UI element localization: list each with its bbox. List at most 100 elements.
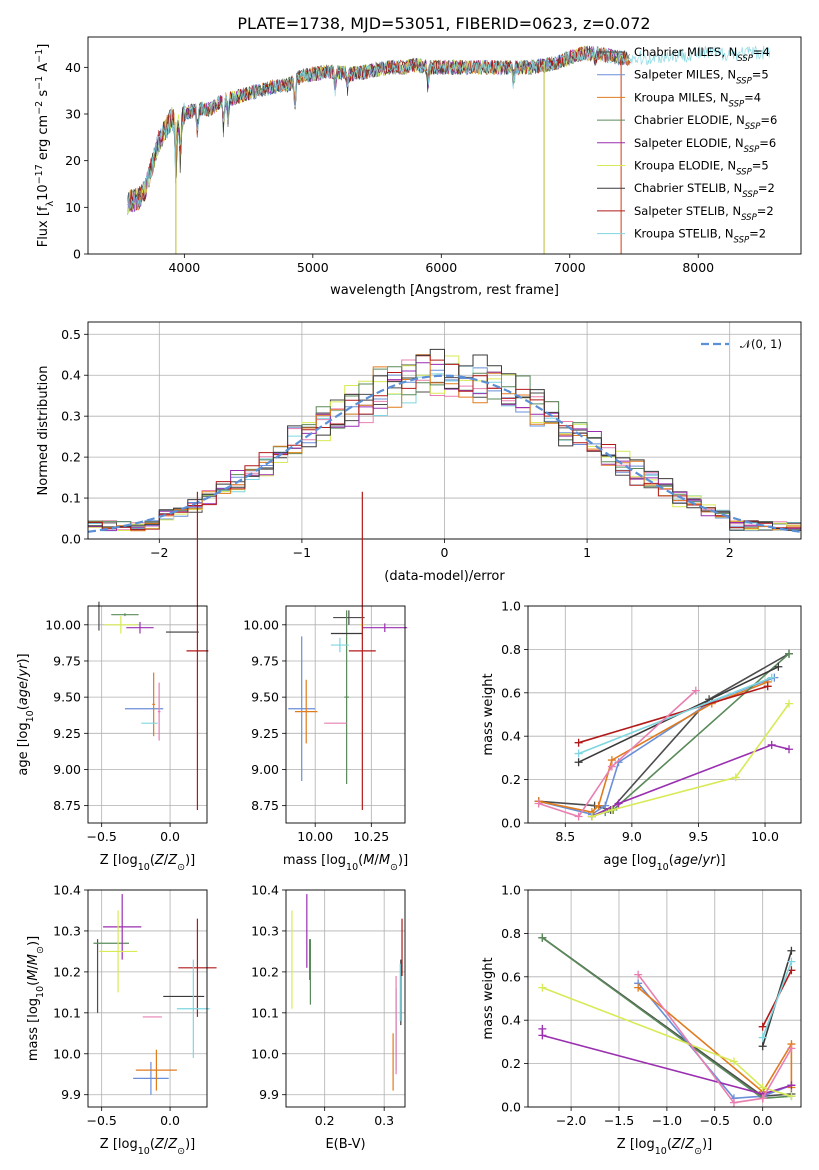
massweight-line [761,961,793,1038]
legend-label: Kroupa ELODIE, NSSP=5 [634,159,769,178]
massweight-marker [574,738,583,747]
legend-label: Salpeter MILES, NSSP=5 [634,68,769,87]
y-tick-label: 30 [65,107,81,122]
axes-frame [87,36,802,255]
y-tick-label: 9.50 [53,690,81,705]
x-tick-label: 6000 [425,260,457,275]
spectrum-series-line [127,45,771,214]
y-tick-label: 10.0 [251,1046,279,1061]
y-tick-label: 1.0 [501,883,521,898]
massweight-line [578,685,768,744]
y-tick-label: 1.0 [501,599,521,614]
massweight-marker [785,649,794,658]
mw-age-xlabel: age [log10(age/yr)] [603,853,725,873]
y-tick-label: 0.6 [501,685,521,700]
mass-Z-xlabel: Z [log10(Z/Z⊙)] [100,1137,195,1157]
y-tick-label: 0 [73,247,81,262]
massweight-marker [574,812,583,821]
y-tick-label: 10.2 [251,964,279,979]
massweight-marker [767,740,776,749]
y-tick-label: 0.4 [501,1013,521,1028]
axes-frame [87,605,208,824]
massweight-marker [729,1057,738,1066]
spectrum-xlabel: wavelength [Angstrom, rest frame] [330,283,559,298]
mw-age-ylabel: mass weight [481,673,496,755]
y-tick-label: 10.00 [243,617,279,632]
y-tick-label: 0.8 [501,926,521,941]
y-tick-label: 9.9 [61,1087,81,1102]
y-tick-label: 0.0 [61,532,81,547]
x-tick-label: 5000 [297,260,329,275]
massweight-marker [634,983,643,992]
massweight-marker [534,799,543,808]
massweight-marker [691,686,700,695]
y-tick-label: 10.0 [53,1046,81,1061]
x-tick-label: 10.0 [751,829,779,844]
y-tick-label: 0.2 [501,1056,521,1071]
y-tick-label: 8.75 [53,798,81,813]
axes-frame [527,889,802,1108]
y-tick-label: 0.8 [501,642,521,657]
massweight-marker [758,1083,767,1092]
massweight-marker [767,673,776,682]
x-tick-label: −1.5 [604,1113,634,1128]
age-Z-ylabel: age [log10(age/yr)] [16,653,36,775]
y-tick-label: 10 [65,200,81,215]
massweight-marker [607,805,616,814]
x-tick-label: 10.25 [353,829,389,844]
massweight-marker [731,773,740,782]
axes-frame [527,605,802,824]
x-tick-label: −0.5 [86,1113,116,1128]
age-mass-xlabel: mass [log10(M/M⊙)] [283,853,408,873]
x-tick-label: 0.0 [160,829,180,844]
massweight-line [591,653,790,818]
y-tick-label: 9.00 [251,762,279,777]
massweight-line [538,690,697,818]
massweight-marker [758,1042,767,1051]
massweight-marker [594,801,603,810]
x-tick-label: 0.2 [315,1113,335,1128]
massweight-marker [758,1094,767,1103]
x-tick-label: 0.0 [753,1113,773,1128]
histogram-step [88,348,801,531]
x-tick-label: 2 [726,545,734,560]
legend-label: Chabrier MILES, NSSP=4 [634,45,770,64]
massweight-line [637,986,793,1094]
y-tick-label: 9.25 [53,726,81,741]
x-tick-label: 0 [441,545,449,560]
massweight-line [591,703,790,818]
massweight-marker [785,699,794,708]
y-tick-label: 0.1 [61,491,81,506]
massweight-marker [729,1098,738,1107]
y-tick-label: 0.2 [501,772,521,787]
massweight-line [578,676,772,755]
age-Z-xlabel: Z [log10(Z/Z⊙)] [100,853,195,873]
x-tick-label: 0.0 [160,1113,180,1128]
axes-frame [87,889,208,1108]
y-tick-label: 10.2 [53,964,81,979]
errorbar-points [288,491,408,810]
y-tick-label: 9.50 [251,690,279,705]
residuals-xlabel: (data-model)/error [384,569,505,584]
mass-EBV-xlabel: E(B-V) [325,1137,365,1152]
spectrum-lines [127,45,771,215]
axes-frame [285,605,406,824]
x-tick-label: −1 [293,545,311,560]
mw-Z-ylabel: mass weight [481,957,496,1039]
massweight-line [637,982,792,1100]
errorbar-points [98,491,209,810]
y-tick-label: 9.75 [251,653,279,668]
massweight-marker [787,1081,796,1090]
spectrum-ylabel: Flux [fλ10−17 erg cm−2 s−1 A−1] [34,44,56,248]
y-tick-label: 9.9 [259,1087,279,1102]
y-tick-label: 10.00 [45,617,81,632]
massweight-marker [538,933,547,942]
massweight-marker [538,983,547,992]
y-tick-label: 0.2 [61,450,81,465]
legend-label: Chabrier ELODIE, NSSP=6 [634,113,777,132]
y-tick-label: 10.3 [251,923,279,938]
legend-label: Chabrier STELIB, NSSP=2 [634,181,775,200]
mw-Z-xlabel: Z [log10(Z/Z⊙)] [617,1137,712,1157]
massweight-line [637,974,793,1104]
x-tick-label: 9.5 [689,829,709,844]
